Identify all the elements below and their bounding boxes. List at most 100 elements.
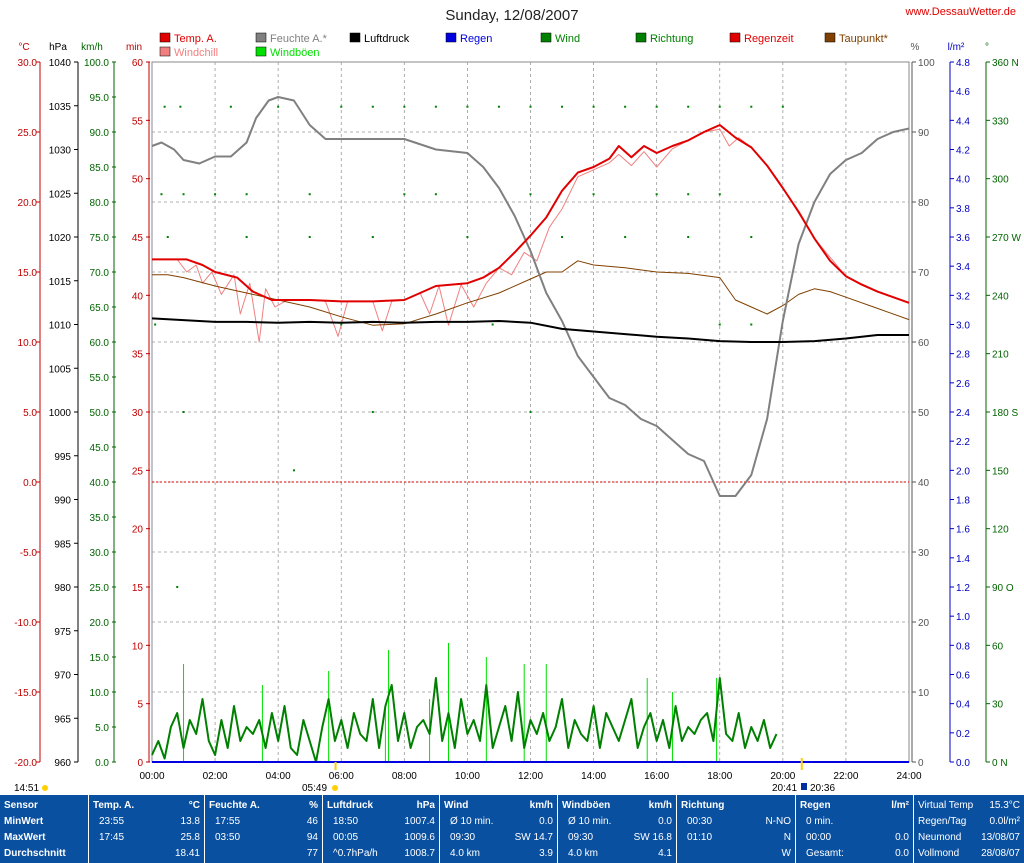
wind-axis-label: 95.0 (90, 93, 110, 104)
time-axis-label: 14:00 (581, 771, 606, 782)
rain-axis-label: 3.4 (956, 262, 970, 273)
stats-gusts: Windböen km/h Ø 10 min. 0.0 09:30 SW 16.8 4.0 … (558, 795, 677, 863)
minutes-axis-label: 50 (132, 175, 144, 186)
stats-header: Windböen (562, 800, 611, 811)
minutes-axis-label: 55 (132, 116, 144, 127)
rain-axis-label: 3.2 (956, 291, 970, 302)
extra-label: Regen/Tag (918, 816, 967, 827)
legend-label: Feuchte A.* (270, 33, 328, 45)
stats-value: 13.8 (180, 816, 200, 827)
rain-axis-label: 2.8 (956, 350, 970, 361)
stats-value: 1008.7 (404, 848, 435, 859)
direction-point (292, 469, 295, 472)
direction-point (781, 105, 784, 108)
legend-label: Wind (555, 33, 580, 45)
wind-axis-label: 25.0 (90, 583, 110, 594)
stats-time: 00:05 (333, 832, 359, 843)
wind-axis-label: 0.0 (95, 758, 109, 769)
time-axis-label: 02:00 (203, 771, 228, 782)
legend-swatch (349, 32, 361, 43)
rain-axis-label: 3.6 (956, 233, 970, 244)
direction-point (687, 105, 690, 108)
series-luftdruck (151, 317, 909, 343)
direction-point (403, 105, 406, 108)
website-link[interactable]: www.DessauWetter.de (905, 6, 1016, 18)
stats-time: 00:00 (806, 832, 832, 843)
minutes-axis-label: 25 (132, 466, 144, 477)
minutes-axis-label: 40 (132, 291, 144, 302)
direction-axis-label: 270 W (992, 233, 1021, 244)
moonset-label: 20:41 (772, 783, 797, 794)
legend-label: Temp. A. (174, 33, 217, 45)
rain-axis-label: 4.8 (956, 58, 970, 69)
direction-point (163, 105, 166, 108)
series-feuchtea (151, 96, 910, 497)
extra-value: 0.0l/m² (989, 816, 1020, 827)
stats-value: 0.0 (539, 816, 553, 827)
stats-extra: Virtual Temp 15.3°C Regen/Tag 0.0l/m² Neumon… (914, 795, 1024, 863)
stats-unit: l/m² (891, 800, 909, 811)
stats-header: Regen (800, 800, 831, 811)
temp-axis-label: 0.0 (23, 478, 37, 489)
stats-unit: km/h (648, 800, 672, 811)
direction-point (750, 323, 753, 326)
rain-axis-label: 0.6 (956, 671, 970, 682)
stats-value: 4.1 (658, 848, 672, 859)
rain-axis-label: 0.8 (956, 641, 970, 652)
legend-swatch (635, 32, 647, 43)
direction-point (182, 193, 185, 196)
legend-swatch (255, 46, 267, 57)
minutes-axis-label: 10 (132, 641, 144, 652)
stats-value: 94 (306, 832, 318, 843)
stats-value: N-NO (765, 816, 791, 827)
legend-label: Richtung (650, 33, 693, 45)
temp-axis-label: 20.0 (18, 198, 38, 209)
direction-axis-label: 120 (992, 525, 1009, 536)
pressure-axis-label: 960 (54, 758, 71, 769)
rain-axis-label: 4.0 (956, 175, 970, 186)
direction-point (434, 105, 437, 108)
pressure-axis-label: 975 (54, 627, 71, 638)
humidity-axis-label: 10 (918, 688, 930, 699)
humidity-axis-label: 60 (918, 338, 930, 349)
direction-point (154, 323, 157, 326)
pressure-axis-label: 965 (54, 714, 71, 725)
axis-unit-rain: l/m² (948, 42, 965, 53)
direction-axis-label: 300 (992, 175, 1009, 186)
legend-swatch (445, 32, 457, 43)
extra-label: Virtual Temp (918, 800, 974, 811)
direction-point (750, 105, 753, 108)
stats-time: 09:30 (568, 832, 594, 843)
temp-axis-label: -20.0 (14, 758, 37, 769)
time-axis-label: 18:00 (707, 771, 732, 782)
axis-unit-minutes: min (126, 42, 142, 53)
direction-point (497, 105, 500, 108)
humidity-axis-label: 90 (918, 128, 930, 139)
stats-max-label: MaxWert (4, 832, 46, 843)
direction-axis-label: 60 (992, 641, 1004, 652)
wind-axis-label: 75.0 (90, 233, 110, 244)
time-axis-label: 16:00 (644, 771, 669, 782)
pressure-axis-label: 1000 (49, 408, 72, 419)
direction-point (687, 193, 690, 196)
stats-sensor-header: Sensor (4, 800, 38, 811)
rain-axis-label: 2.4 (956, 408, 970, 419)
temp-axis-label: -10.0 (14, 618, 37, 629)
direction-point (529, 193, 532, 196)
stats-time: 17:45 (99, 832, 125, 843)
stats-value: 0.0 (895, 832, 909, 843)
wind-axis-label: 60.0 (90, 338, 110, 349)
wind-axis-label: 5.0 (95, 723, 109, 734)
direction-point (403, 193, 406, 196)
time-axis-label: 00:00 (139, 771, 164, 782)
stats-value: 1007.4 (404, 816, 435, 827)
direction-point (160, 193, 163, 196)
temp-axis-label: -5.0 (20, 548, 38, 559)
minutes-axis-label: 5 (137, 700, 143, 711)
rain-axis-label: 1.2 (956, 583, 970, 594)
direction-point (529, 411, 532, 413)
rain-axis-label: 2.6 (956, 379, 970, 390)
direction-point (371, 411, 374, 413)
direction-point (214, 193, 217, 196)
temp-axis-label: -15.0 (14, 688, 37, 699)
